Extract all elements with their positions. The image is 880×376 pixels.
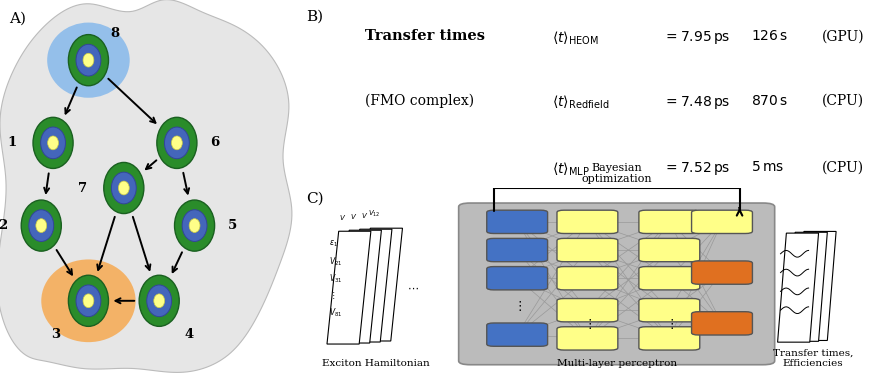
Text: 5: 5 — [228, 219, 238, 232]
Circle shape — [48, 136, 58, 150]
FancyBboxPatch shape — [557, 267, 618, 290]
Circle shape — [29, 210, 54, 241]
FancyBboxPatch shape — [487, 267, 547, 290]
Circle shape — [182, 210, 207, 241]
Polygon shape — [327, 231, 370, 344]
Text: $V_{21}$: $V_{21}$ — [329, 256, 342, 268]
Text: $\vdots$: $\vdots$ — [583, 317, 592, 331]
Polygon shape — [338, 230, 381, 343]
Polygon shape — [0, 0, 292, 372]
Text: $V_{31}$: $V_{31}$ — [329, 273, 342, 285]
Circle shape — [189, 219, 200, 232]
Text: (CPU): (CPU) — [822, 94, 863, 108]
Text: A): A) — [9, 11, 26, 25]
FancyBboxPatch shape — [487, 210, 547, 233]
Circle shape — [69, 275, 108, 326]
Circle shape — [40, 127, 65, 159]
FancyBboxPatch shape — [692, 210, 752, 233]
Text: $V$: $V$ — [340, 213, 347, 222]
FancyBboxPatch shape — [557, 299, 618, 322]
Ellipse shape — [48, 23, 129, 98]
Circle shape — [36, 219, 47, 232]
Circle shape — [76, 44, 101, 76]
Text: 4: 4 — [184, 328, 194, 341]
Text: $= 7.48\,\mathrm{ps}$: $= 7.48\,\mathrm{ps}$ — [664, 94, 731, 111]
Text: $V_{81}$: $V_{81}$ — [329, 306, 342, 319]
Text: (FMO complex): (FMO complex) — [365, 94, 474, 108]
Circle shape — [83, 53, 94, 67]
Text: $\vdots$: $\vdots$ — [665, 317, 674, 331]
FancyBboxPatch shape — [639, 267, 700, 290]
Text: (CPU): (CPU) — [822, 160, 863, 174]
Circle shape — [172, 136, 182, 150]
Circle shape — [165, 127, 189, 159]
Circle shape — [157, 117, 197, 168]
Text: $\vdots$: $\vdots$ — [513, 299, 522, 314]
Text: $\langle t\rangle_{\mathrm{MLP}}$: $\langle t\rangle_{\mathrm{MLP}}$ — [553, 160, 590, 178]
Text: C): C) — [306, 192, 324, 206]
Text: $5\,\mathrm{ms}$: $5\,\mathrm{ms}$ — [752, 160, 784, 174]
Text: B): B) — [306, 10, 324, 24]
Text: 2: 2 — [0, 219, 8, 232]
Text: 6: 6 — [210, 136, 220, 149]
FancyBboxPatch shape — [557, 210, 618, 233]
Text: Multi-layer perceptron: Multi-layer perceptron — [556, 359, 677, 368]
Text: $V_{12}$: $V_{12}$ — [369, 209, 381, 219]
Circle shape — [76, 285, 101, 317]
Text: 7: 7 — [78, 182, 87, 194]
Circle shape — [119, 181, 129, 195]
Text: $\langle t\rangle_{\mathrm{HEOM}}$: $\langle t\rangle_{\mathrm{HEOM}}$ — [553, 29, 599, 47]
Text: $\langle t\rangle_{\mathrm{Redfield}}$: $\langle t\rangle_{\mathrm{Redfield}}$ — [553, 94, 610, 111]
Text: $870\,\mathrm{s}$: $870\,\mathrm{s}$ — [752, 94, 788, 108]
FancyBboxPatch shape — [639, 299, 700, 322]
Ellipse shape — [41, 259, 136, 342]
Text: Exciton Hamiltonian: Exciton Hamiltonian — [322, 359, 429, 368]
FancyBboxPatch shape — [639, 327, 700, 350]
Circle shape — [139, 275, 180, 326]
FancyBboxPatch shape — [487, 238, 547, 262]
FancyBboxPatch shape — [458, 203, 774, 365]
Text: 8: 8 — [110, 27, 120, 40]
Text: 3: 3 — [51, 328, 61, 341]
Text: Bayesian
optimization: Bayesian optimization — [582, 163, 652, 184]
Text: $\varepsilon_1$: $\varepsilon_1$ — [329, 239, 338, 249]
Circle shape — [147, 285, 172, 317]
Polygon shape — [348, 229, 392, 342]
Text: $126\,\mathrm{s}$: $126\,\mathrm{s}$ — [752, 29, 788, 43]
Text: $= 7.95\,\mathrm{ps}$: $= 7.95\,\mathrm{ps}$ — [664, 29, 731, 46]
Text: $\cdots$: $\cdots$ — [407, 283, 419, 293]
Text: $V$: $V$ — [361, 211, 368, 220]
FancyBboxPatch shape — [692, 261, 752, 284]
FancyBboxPatch shape — [557, 327, 618, 350]
Text: $\vdots$: $\vdots$ — [329, 290, 335, 300]
Text: 1: 1 — [7, 136, 17, 149]
Circle shape — [69, 35, 108, 86]
Polygon shape — [796, 232, 836, 341]
Text: $= 7.52\,\mathrm{ps}$: $= 7.52\,\mathrm{ps}$ — [664, 160, 731, 177]
Polygon shape — [778, 233, 818, 342]
Circle shape — [21, 200, 62, 251]
Polygon shape — [787, 232, 827, 341]
Circle shape — [112, 172, 136, 204]
Circle shape — [33, 117, 73, 168]
Circle shape — [154, 294, 165, 308]
Circle shape — [174, 200, 215, 251]
FancyBboxPatch shape — [557, 238, 618, 262]
Circle shape — [83, 294, 94, 308]
FancyBboxPatch shape — [639, 238, 700, 262]
Polygon shape — [358, 228, 402, 341]
FancyBboxPatch shape — [692, 312, 752, 335]
Text: Transfer times: Transfer times — [365, 29, 485, 43]
FancyBboxPatch shape — [487, 323, 547, 346]
Text: (GPU): (GPU) — [822, 29, 864, 43]
Circle shape — [104, 162, 143, 214]
FancyBboxPatch shape — [639, 210, 700, 233]
Text: Transfer times,
Efficiencies: Transfer times, Efficiencies — [773, 349, 853, 368]
Text: $V$: $V$ — [350, 212, 357, 221]
